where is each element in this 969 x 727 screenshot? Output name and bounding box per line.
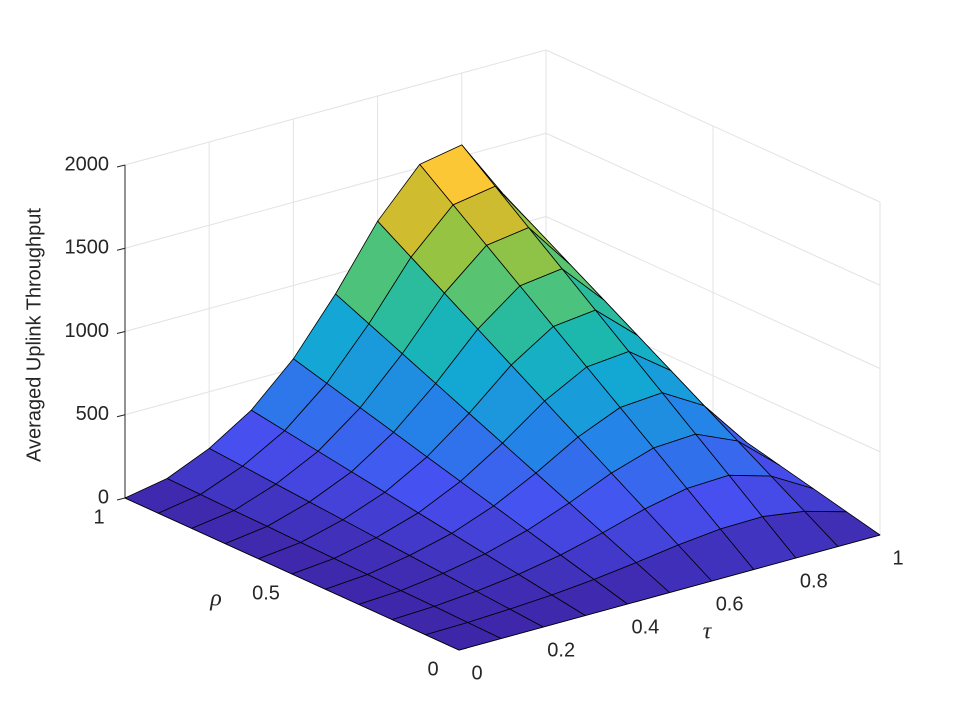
x-tick-label: 0.2 xyxy=(547,639,575,661)
x-tick-label: 0.6 xyxy=(716,593,744,615)
z-tick-label: 500 xyxy=(76,403,109,425)
z-tick xyxy=(116,164,126,168)
y-axis-label: ρ xyxy=(209,586,222,612)
x-tick-label: 0.8 xyxy=(800,570,828,592)
z-tick-label: 1000 xyxy=(65,320,110,342)
z-tick xyxy=(116,331,126,334)
grid-line xyxy=(124,49,547,166)
surface-patch xyxy=(425,622,502,651)
z-tick-label: 0 xyxy=(98,486,109,508)
x-tick-label: 1 xyxy=(892,547,903,569)
grid-line xyxy=(124,132,547,249)
x-axis-label: τ xyxy=(703,619,713,645)
y-tick-label: 0 xyxy=(427,658,438,680)
z-tick xyxy=(116,414,126,418)
y-tick-label: 0.5 xyxy=(252,582,280,604)
z-tick-label: 2000 xyxy=(65,153,110,175)
z-tick-label: 1500 xyxy=(65,237,110,259)
z-tick xyxy=(116,497,126,501)
x-tick-label: 0 xyxy=(471,662,482,684)
x-tick-label: 0.4 xyxy=(631,616,659,638)
z-tick xyxy=(116,247,126,251)
z-axis-label: Averaged Uplink Throughput xyxy=(23,208,45,462)
y-tick-label: 1 xyxy=(93,506,104,528)
surface xyxy=(124,144,881,651)
